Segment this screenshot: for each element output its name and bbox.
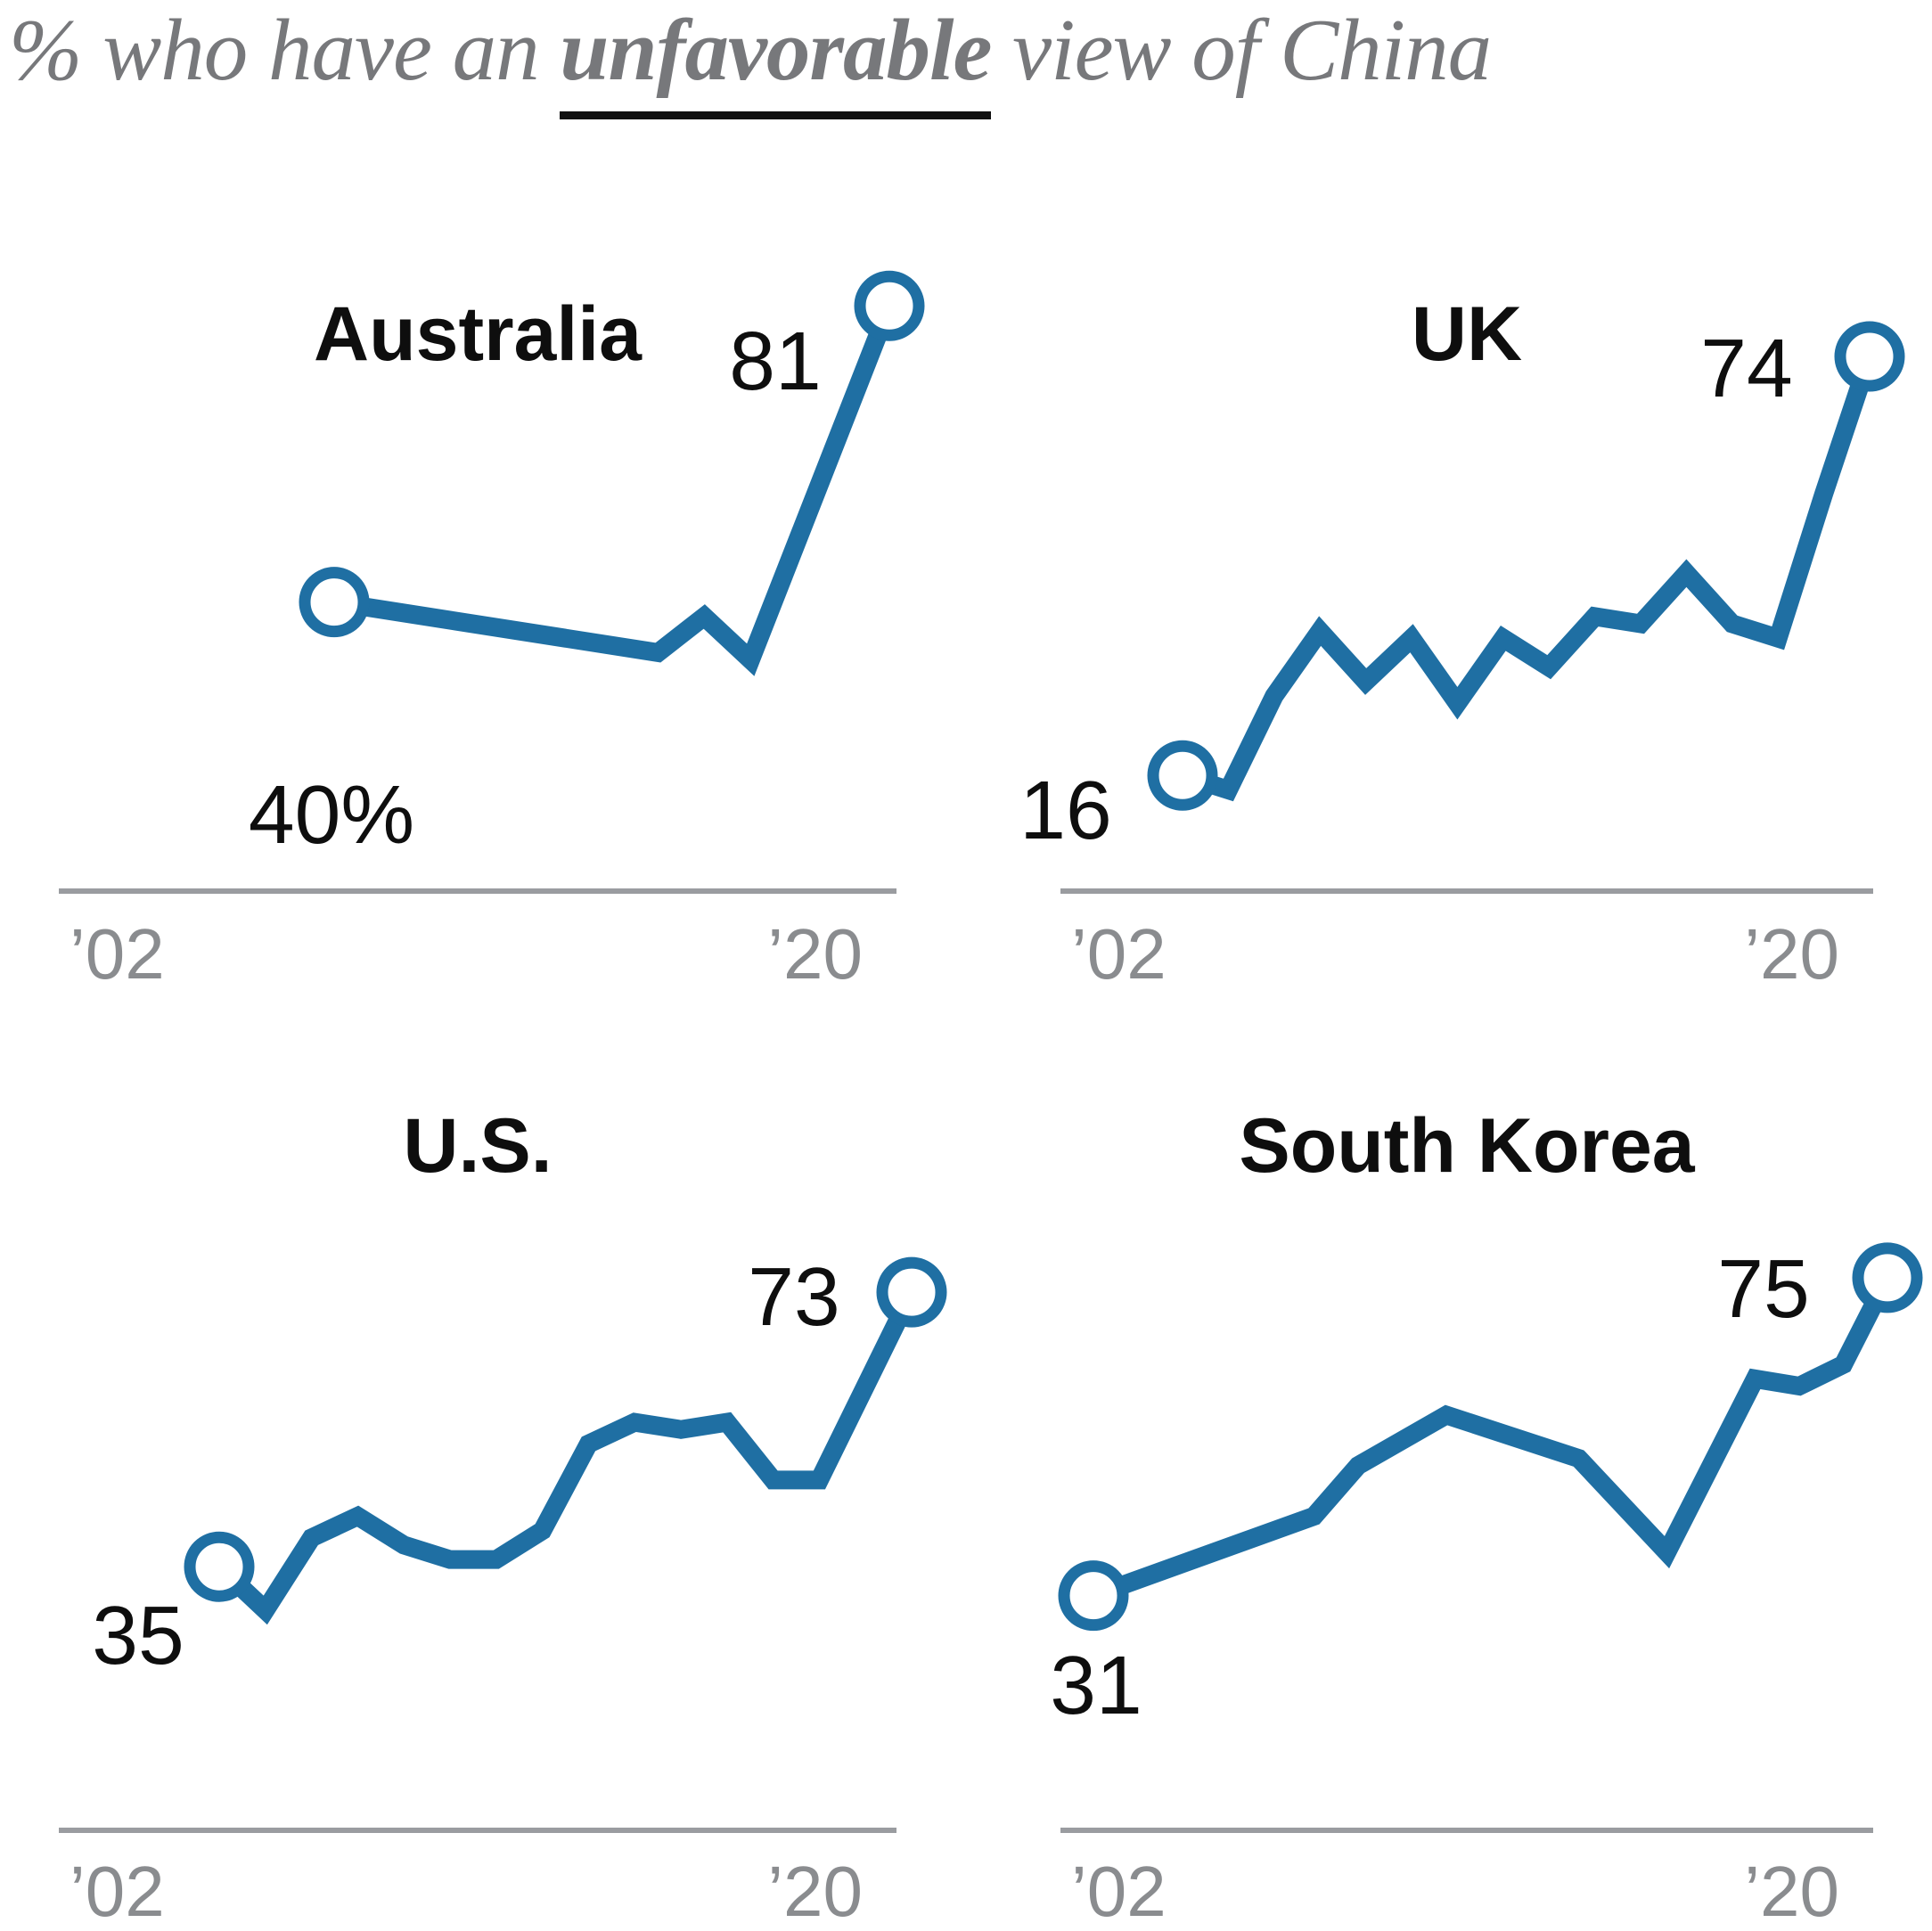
trend-line-south-korea [1090,1273,1896,1605]
trend-line-u-s [212,1288,921,1625]
end-point-marker-u-s [876,1256,947,1328]
start-value-label-uk: 16 [1019,764,1111,856]
panel-title-south-korea: South Korea [1239,1103,1695,1189]
end-value-label-australia: 81 [729,315,821,407]
tick-label-02-south-korea: ’02 [1071,1852,1167,1931]
start-value-label-u-s: 35 [92,1589,184,1681]
start-value-label-australia: 40% [249,768,414,861]
end-point-marker-australia [854,270,925,341]
title-emphasis-underlined: unfavorable [560,2,992,119]
tick-label-02-uk: ’02 [1071,914,1167,994]
end-point-marker-uk [1834,321,1905,392]
tick-label-02-australia: ’02 [70,914,165,994]
panel-title-australia: Australia [314,291,643,377]
start-value-label-south-korea: 31 [1050,1639,1142,1731]
tick-label-02-u-s: ’02 [70,1852,165,1931]
trend-line-uk [1179,353,1879,802]
start-point-marker-australia [299,567,370,638]
end-value-label-uk: 74 [1700,322,1792,414]
start-point-marker-south-korea [1058,1560,1129,1632]
tick-label-20-south-korea: ’20 [1744,1852,1839,1931]
panel-title-uk: UK [1412,291,1522,377]
title-suffix: view of China [991,2,1492,99]
start-point-marker-uk [1147,740,1218,811]
title-prefix: % who have an [9,2,561,99]
end-value-label-south-korea: 75 [1717,1242,1809,1335]
end-value-label-u-s: 73 [748,1250,839,1343]
trend-line-australia [332,302,898,676]
tick-label-20-uk: ’20 [1744,914,1839,994]
panel-title-u-s: U.S. [403,1103,552,1189]
tick-label-20-u-s: ’20 [767,1852,863,1931]
chart-title: % who have an unfavorable view of China [9,0,1932,119]
end-point-marker-south-korea [1852,1242,1923,1313]
start-point-marker-u-s [184,1531,255,1602]
tick-label-20-australia: ’20 [767,914,863,994]
